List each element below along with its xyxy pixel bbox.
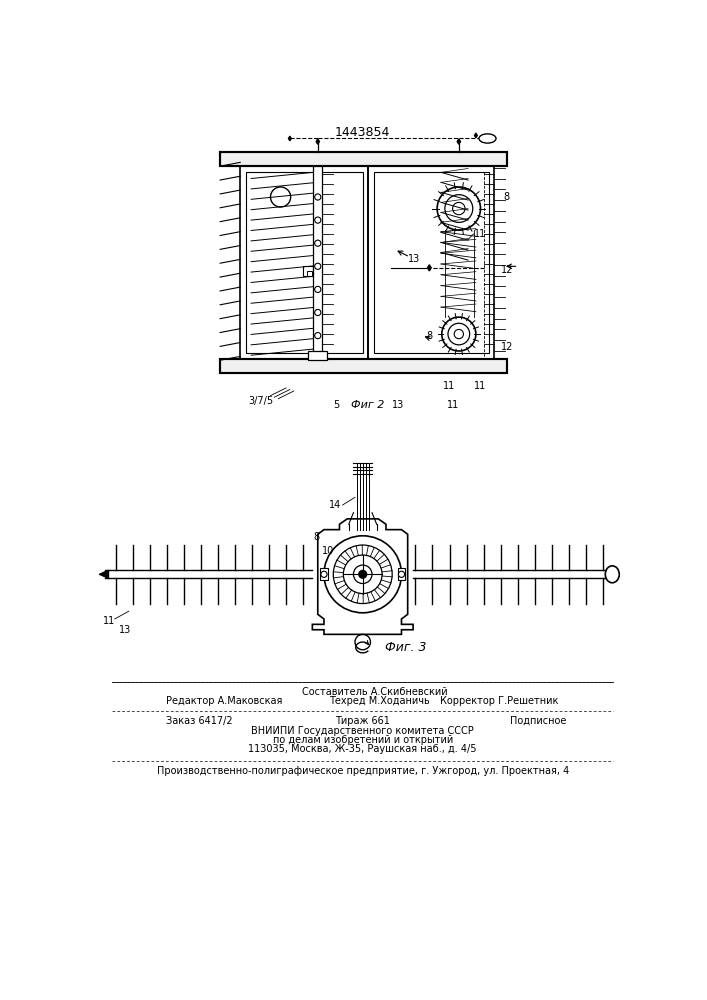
Text: 13: 13: [119, 625, 131, 635]
Bar: [307, 271, 312, 276]
Text: Фиг. 3: Фиг. 3: [385, 641, 426, 654]
Text: 13: 13: [392, 400, 404, 410]
Text: по делам изобретений и открытий: по делам изобретений и открытий: [273, 735, 453, 745]
Polygon shape: [457, 139, 460, 144]
Bar: [220, 359, 507, 373]
Polygon shape: [288, 136, 291, 141]
Ellipse shape: [479, 134, 496, 143]
Bar: [220, 359, 507, 373]
Text: ВНИИПИ Государственного комитета СССР: ВНИИПИ Государственного комитета СССР: [252, 726, 474, 736]
Text: 3/7/5: 3/7/5: [248, 396, 273, 406]
Circle shape: [344, 555, 382, 594]
Bar: [320, 568, 328, 580]
Text: Тираж 661: Тираж 661: [335, 716, 390, 726]
Text: 10: 10: [322, 546, 334, 556]
Text: Фиг 2: Фиг 2: [351, 400, 384, 410]
Text: 11: 11: [474, 229, 486, 239]
Polygon shape: [428, 265, 431, 271]
Text: Подписное: Подписное: [510, 716, 566, 726]
Circle shape: [359, 570, 367, 578]
Text: 14: 14: [329, 500, 341, 510]
Text: Производственно-полиграфическое предприятие, г. Ужгород, ул. Проектная, 4: Производственно-полиграфическое предприя…: [156, 766, 569, 776]
Bar: [303, 266, 313, 276]
Polygon shape: [474, 133, 477, 138]
Circle shape: [354, 565, 372, 584]
Text: 8: 8: [426, 331, 433, 341]
Text: 11: 11: [447, 400, 459, 410]
Circle shape: [398, 571, 404, 577]
Bar: [220, 152, 507, 166]
Bar: [308, 351, 327, 360]
Bar: [240, 166, 368, 359]
Text: 11: 11: [474, 381, 486, 391]
Text: 8: 8: [504, 192, 510, 202]
Text: 1443854: 1443854: [335, 126, 390, 139]
Bar: [313, 166, 322, 359]
Text: 12: 12: [501, 265, 513, 275]
Bar: [246, 172, 363, 353]
Polygon shape: [99, 570, 107, 578]
Text: 8: 8: [313, 532, 320, 542]
Bar: [397, 568, 405, 580]
Text: 11: 11: [443, 381, 455, 391]
Text: Заказ 6417/2: Заказ 6417/2: [166, 716, 233, 726]
Circle shape: [321, 571, 327, 577]
Circle shape: [324, 536, 402, 613]
Text: 113035, Москва, Ж-35, Раушская наб., д. 4/5: 113035, Москва, Ж-35, Раушская наб., д. …: [248, 744, 477, 754]
Bar: [220, 152, 507, 166]
Text: Корректор Г.Решетник: Корректор Г.Решетник: [440, 696, 559, 706]
Bar: [368, 166, 494, 359]
Polygon shape: [316, 139, 320, 144]
Bar: [315, 527, 411, 622]
Text: 11: 11: [103, 615, 115, 626]
Text: 12: 12: [501, 342, 513, 352]
Ellipse shape: [605, 566, 619, 583]
Bar: [373, 172, 489, 353]
Text: Редактор А.Маковская: Редактор А.Маковская: [166, 696, 282, 706]
Text: Техред М.Ходаничь: Техред М.Ходаничь: [329, 696, 429, 706]
Text: 5: 5: [333, 400, 339, 410]
Text: Составитель А.Скибневский: Составитель А.Скибневский: [303, 687, 448, 697]
Circle shape: [333, 545, 392, 604]
Text: 13: 13: [408, 254, 420, 264]
